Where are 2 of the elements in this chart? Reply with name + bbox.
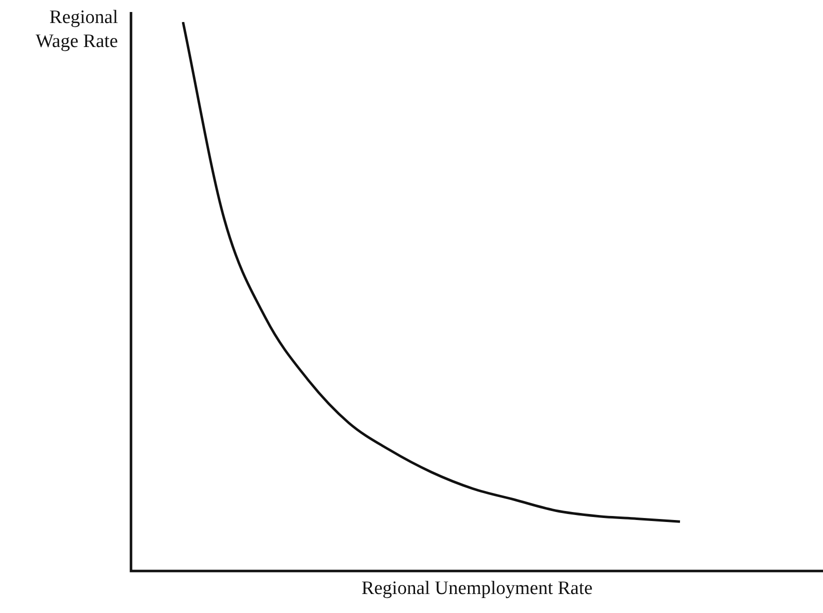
- x-axis-title: Regional Unemployment Rate: [360, 578, 594, 600]
- y-axis-title: Regional Wage Rate: [34, 6, 118, 54]
